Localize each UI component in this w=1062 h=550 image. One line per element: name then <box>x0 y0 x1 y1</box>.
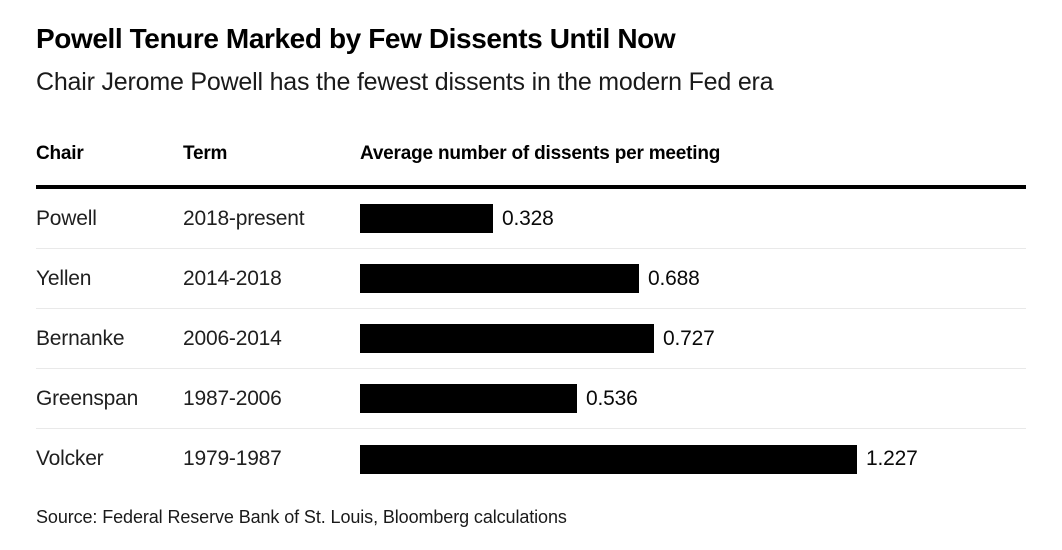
chair-name: Bernanke <box>36 326 125 350</box>
dissent-bar <box>360 264 639 293</box>
column-header-term: Term <box>183 143 228 164</box>
chart-subtitle: Chair Jerome Powell has the fewest disse… <box>36 68 774 96</box>
dissent-bar <box>360 324 654 353</box>
table-header-row: Chair Term Average number of dissents pe… <box>36 142 1026 166</box>
column-header-chair: Chair <box>36 143 84 164</box>
bar-value-label: 1.227 <box>866 447 918 470</box>
chair-name: Yellen <box>36 266 92 290</box>
dissent-bar <box>360 444 857 474</box>
chart-card: Powell Tenure Marked by Few Dissents Unt… <box>36 23 1026 527</box>
table-row: Powell 2018-present 0.328 <box>36 189 1026 249</box>
term-range: 2006-2014 <box>183 326 282 350</box>
bar-cell: 0.328 <box>360 204 1026 233</box>
bar-cell: 0.536 <box>360 384 1026 413</box>
chart-title: Powell Tenure Marked by Few Dissents Unt… <box>36 23 676 54</box>
term-range: 2018-present <box>183 206 305 230</box>
chair-name: Powell <box>36 206 97 230</box>
bar-value-label: 0.328 <box>502 206 554 230</box>
table-row: Bernanke 2006-2014 0.727 <box>36 309 1026 369</box>
bar-cell: 1.227 <box>360 444 1026 474</box>
table-row: Greenspan 1987-2006 0.536 <box>36 369 1026 429</box>
table-row: Volcker 1979-1987 1.227 <box>36 429 1026 489</box>
chair-name: Greenspan <box>36 386 139 410</box>
header-rule <box>36 185 1026 189</box>
chair-name: Volcker <box>36 447 104 470</box>
bar-cell: 0.727 <box>360 324 1026 353</box>
column-header-dissents: Average number of dissents per meeting <box>360 143 721 164</box>
bar-value-label: 0.727 <box>663 326 715 350</box>
dissent-bar <box>360 204 493 233</box>
term-range: 1979-1987 <box>183 447 282 470</box>
table-row: Yellen 2014-2018 0.688 <box>36 249 1026 309</box>
table-body: Powell 2018-present 0.328 Yellen 2014-2018 0.… <box>36 189 1026 489</box>
term-range: 1987-2006 <box>183 386 282 410</box>
bar-value-label: 0.688 <box>648 266 700 290</box>
dissent-bar <box>360 384 577 413</box>
bar-cell: 0.688 <box>360 264 1026 293</box>
source-note: Source: Federal Reserve Bank of St. Loui… <box>36 507 567 527</box>
term-range: 2014-2018 <box>183 266 282 290</box>
bar-value-label: 0.536 <box>586 386 638 410</box>
